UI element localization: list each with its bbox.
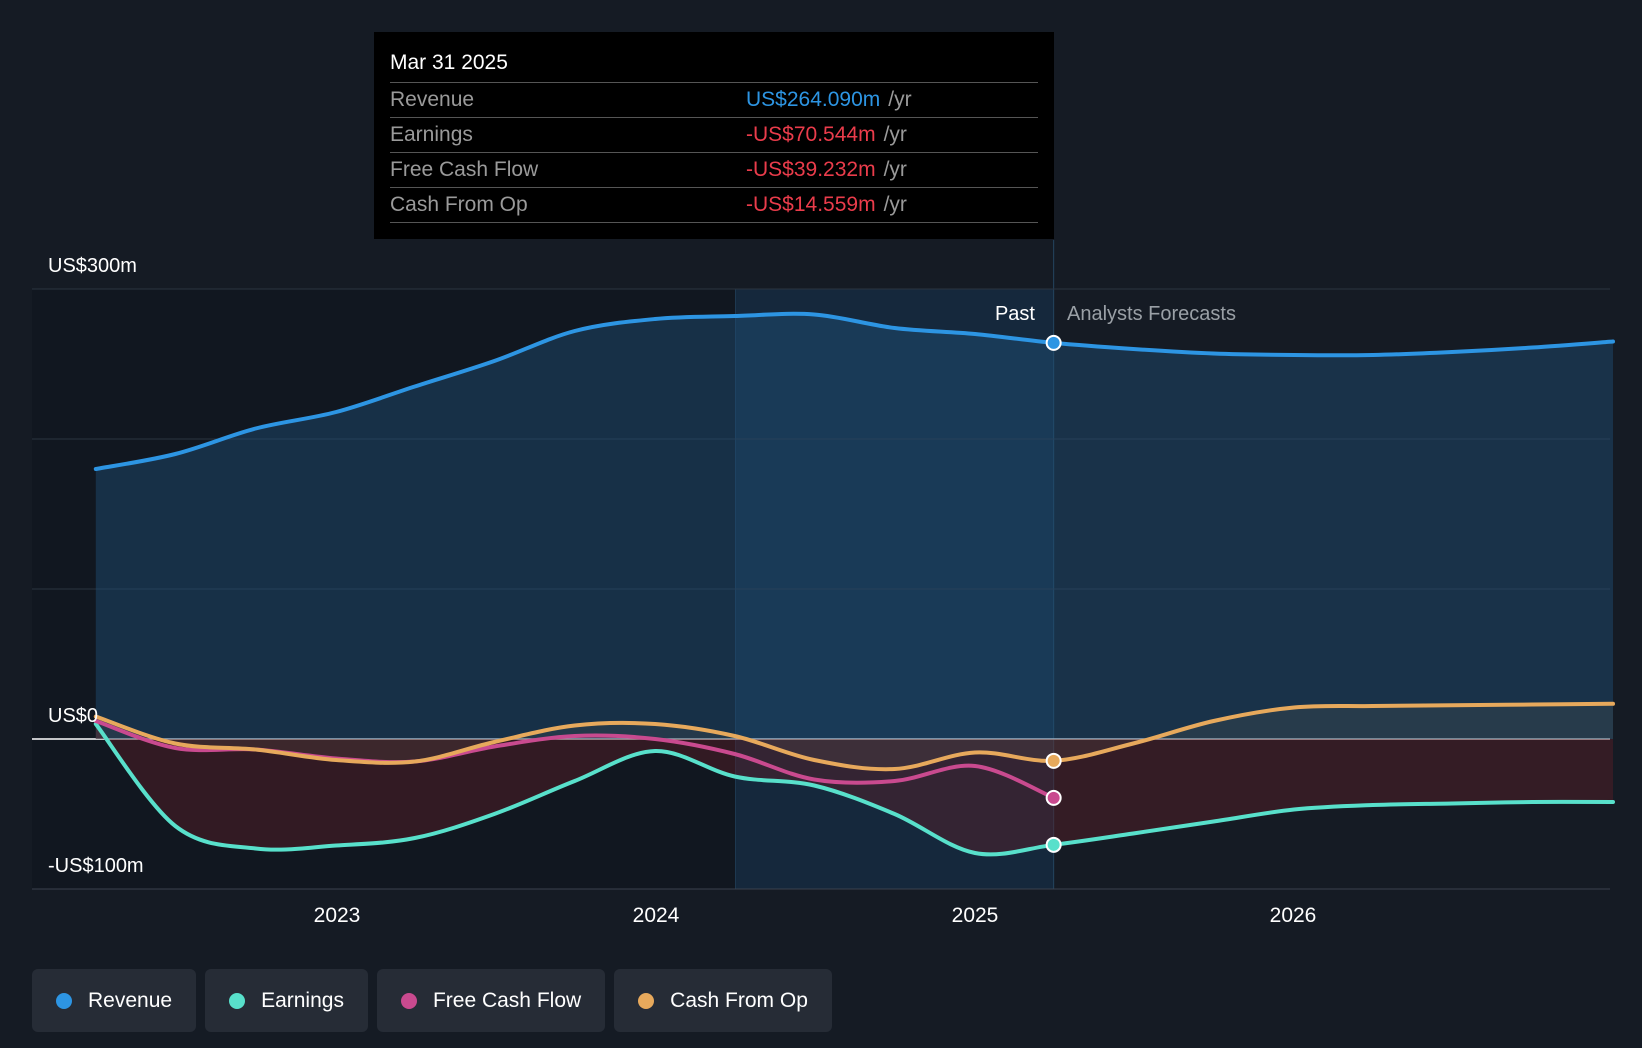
free-cash-flow-marker — [1045, 789, 1062, 806]
tooltip-value: -US$14.559m — [746, 193, 876, 216]
x-tick-2023: 2023 — [314, 904, 361, 927]
tooltip-label: Revenue — [390, 88, 475, 111]
earnings-area — [95, 724, 1613, 855]
x-tick-2025: 2025 — [952, 904, 999, 927]
grid — [32, 240, 1610, 890]
y-label-bottom: -US$100m — [48, 855, 144, 877]
legend-item-free-cash-flow[interactable]: Free Cash Flow — [376, 969, 606, 1032]
x-tick-2026: 2026 — [1270, 904, 1317, 927]
legend: Revenue Earnings Free Cash Flow Cash Fro… — [32, 969, 832, 1032]
x-tick-2024: 2024 — [633, 904, 680, 927]
legend-item-cash-from-op[interactable]: Cash From Op — [614, 969, 832, 1032]
tooltip-label: Cash From Op — [390, 193, 528, 216]
chart-lines — [93, 311, 1615, 857]
tooltip-row-free-cash-flow: Free Cash Flow -US$39.232m /yr — [390, 153, 1038, 188]
chart-areas — [95, 313, 1613, 855]
legend-item-earnings[interactable]: Earnings — [205, 969, 368, 1032]
cash-from-op-line — [93, 701, 1615, 772]
revenue-marker — [1045, 334, 1062, 351]
legend-label: Earnings — [261, 988, 344, 1012]
legend-dot-icon — [400, 992, 417, 1009]
legend-item-revenue[interactable]: Revenue — [32, 969, 197, 1032]
legend-dot-icon — [229, 992, 246, 1009]
tooltip-row-revenue: Revenue US$264.090m /yr — [390, 83, 1038, 118]
legend-label: Free Cash Flow — [432, 988, 582, 1012]
revenue-line — [93, 311, 1615, 471]
chart-markers — [1045, 334, 1062, 853]
legend-dot-icon — [638, 992, 655, 1009]
tooltip-row-cash-from-op: Cash From Op -US$14.559m /yr — [390, 188, 1038, 223]
tooltip-label: Earnings — [390, 123, 473, 146]
tooltip-label: Free Cash Flow — [390, 158, 539, 181]
tooltip-unit: /yr — [883, 193, 907, 216]
earnings-marker — [1045, 836, 1062, 853]
y-label-zero: US$0 — [48, 705, 98, 727]
legend-dot-icon — [56, 992, 72, 1009]
tooltip-value: US$264.090m — [746, 88, 881, 111]
tooltip: Mar 31 2025 Revenue US$264.090m /yr Earn… — [374, 32, 1054, 239]
cash-from-op-area — [95, 703, 1613, 770]
revenue-area — [95, 313, 1613, 739]
tooltip-value: -US$70.544m — [746, 123, 876, 146]
legend-label: Revenue — [88, 988, 173, 1012]
tooltip-date: Mar 31 2025 — [390, 46, 1038, 83]
tooltip-unit: /yr — [883, 158, 907, 181]
earnings-line — [93, 722, 1615, 857]
legend-label: Cash From Op — [670, 988, 808, 1012]
cash-from-op-marker — [1045, 752, 1062, 769]
tooltip-value: -US$39.232m — [746, 158, 876, 181]
tooltip-row-earnings: Earnings -US$70.544m /yr — [390, 118, 1038, 153]
past-label: Past — [995, 303, 1035, 325]
tooltip-unit: /yr — [888, 88, 912, 111]
tooltip-unit: /yr — [883, 123, 907, 146]
y-label-top: US$300m — [48, 255, 137, 277]
forecast-label: Analysts Forecasts — [1067, 303, 1236, 325]
